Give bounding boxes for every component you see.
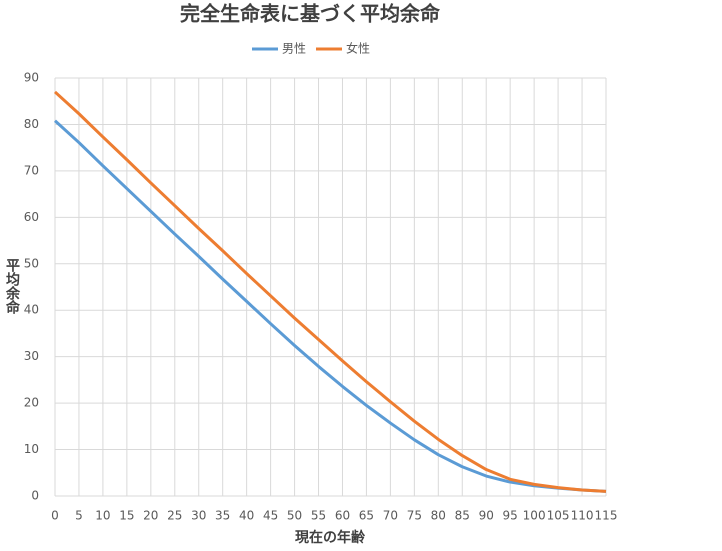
x-tick-label: 105 (547, 509, 570, 523)
x-tick-label: 5 (75, 509, 83, 523)
x-tick-label: 115 (595, 509, 618, 523)
x-tick-label: 25 (167, 509, 182, 523)
x-tick-label: 45 (263, 509, 278, 523)
series-line (53, 119, 607, 493)
y-tick-label: 60 (24, 210, 39, 224)
x-tick-label: 100 (523, 509, 546, 523)
x-tick-label: 95 (503, 509, 518, 523)
y-tick-label: 10 (24, 442, 39, 456)
y-tick-label: 90 (24, 71, 39, 85)
y-tick-label: 50 (24, 256, 39, 270)
x-tick-label: 20 (143, 509, 158, 523)
x-tick-label: 60 (335, 509, 350, 523)
x-tick-label: 35 (215, 509, 230, 523)
x-tick-label: 55 (311, 509, 326, 523)
x-axis-label: 現在の年齢 (295, 529, 366, 546)
x-tick-label: 110 (571, 509, 594, 523)
y-tick-label: 30 (24, 349, 39, 363)
x-tick-label: 30 (191, 509, 206, 523)
legend-label: 女性 (346, 41, 370, 56)
x-tick-label: 85 (455, 509, 470, 523)
x-tick-label: 15 (119, 509, 134, 523)
x-tick-label: 90 (479, 509, 494, 523)
x-tick-label: 65 (359, 509, 374, 523)
y-tick-label: 80 (24, 117, 39, 131)
y-tick-label: 70 (24, 163, 39, 177)
y-tick-label: 20 (24, 396, 39, 410)
chart-title: 完全生命表に基づく平均余命 (180, 2, 441, 26)
y-tick-label: 40 (24, 303, 39, 317)
x-tick-label: 70 (383, 509, 398, 523)
x-tick-label: 50 (287, 509, 302, 523)
x-tick-label: 10 (95, 509, 110, 523)
y-axis-label: 平均余命 (4, 258, 21, 315)
series-line (53, 90, 607, 493)
y-tick-label: 0 (31, 489, 39, 503)
legend-label: 男性 (282, 42, 306, 56)
x-tick-label: 0 (51, 509, 59, 523)
x-tick-label: 75 (407, 509, 422, 523)
x-tick-label: 40 (239, 509, 254, 523)
x-tick-label: 80 (431, 509, 446, 523)
